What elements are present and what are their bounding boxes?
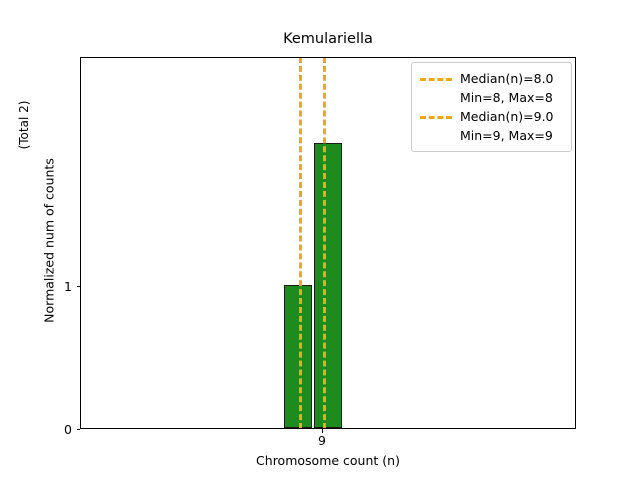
- legend-entry-median-8: Median(n)=8.0: [420, 69, 564, 88]
- x-tick-label-9: 9: [318, 433, 326, 448]
- legend-entry-median-9: Median(n)=9.0: [420, 107, 564, 126]
- x-axis-label: Chromosome count (n): [256, 453, 400, 468]
- legend-label: Min=9, Max=9: [460, 127, 553, 143]
- y-axis-label: Normalized num of counts: [41, 158, 57, 323]
- median-line-8: [299, 58, 302, 428]
- legend-label: Min=8, Max=8: [460, 89, 553, 105]
- y-axis-total-label: (Total 2): [17, 100, 31, 150]
- chart-title: Kemulariella: [283, 31, 373, 47]
- legend-entry-minmax-9: Min=9, Max=9: [420, 126, 564, 145]
- bar-8: [284, 285, 312, 428]
- dashed-line-icon: [420, 111, 452, 123]
- y-tick-mark-1: [76, 286, 80, 287]
- blank-swatch-icon: [420, 130, 452, 142]
- bar-9: [314, 143, 342, 428]
- x-tick-mark-9: [322, 429, 323, 433]
- legend-label: Median(n)=9.0: [460, 108, 554, 124]
- y-tick-label-1: 1: [64, 278, 72, 294]
- median-line-9: [323, 58, 326, 428]
- y-tick-mark-0: [76, 429, 80, 430]
- legend-label: Median(n)=8.0: [460, 70, 554, 86]
- chart-legend: Median(n)=8.0 Min=8, Max=8 Median(n)=9.0…: [411, 62, 572, 152]
- legend-entry-minmax-8: Min=8, Max=8: [420, 88, 564, 107]
- dashed-line-icon: [420, 73, 452, 85]
- y-tick-label-0: 0: [64, 421, 72, 437]
- blank-swatch-icon: [420, 92, 452, 104]
